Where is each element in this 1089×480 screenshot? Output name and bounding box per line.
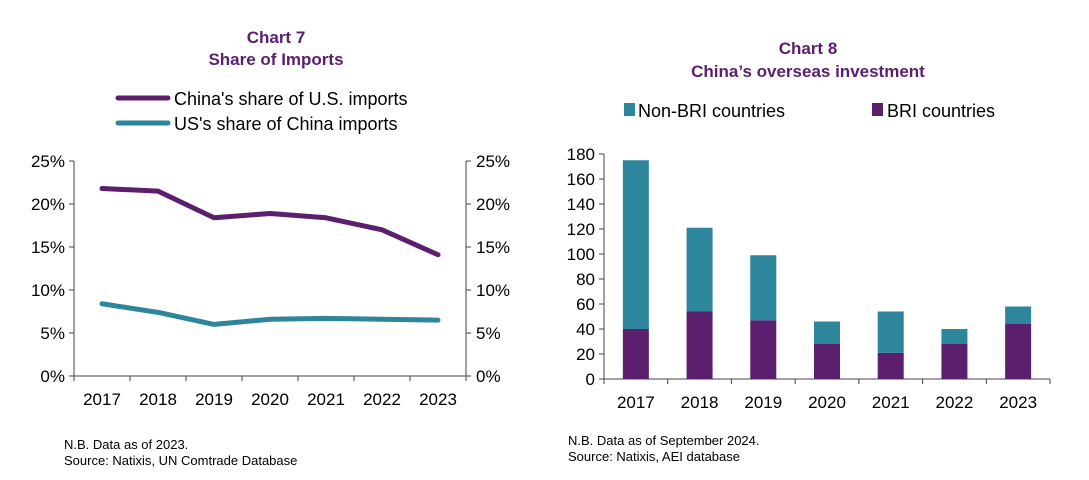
chart-7-x-tick-label: 2019: [195, 390, 233, 409]
chart-8-notes: N.B. Data as of September 2024. Source: …: [568, 433, 760, 465]
legend-swatch-non-bri: [624, 103, 635, 116]
chart-8-x-tick-label: 2018: [681, 393, 719, 412]
chart-8-y-tick-label: 100: [567, 245, 595, 264]
bar-bri-countries: [941, 344, 968, 379]
legend-swatch-bri: [872, 103, 883, 116]
chart-7-right-tick-label: 20%: [476, 195, 510, 214]
chart-8-y-tick-label: 180: [567, 145, 595, 164]
legend-label-china-share: China's share of U.S. imports: [174, 89, 408, 109]
chart-7-x-tick-label: 2018: [139, 390, 177, 409]
bar-non-bri-countries: [750, 255, 777, 321]
chart-7-x-tick-label: 2017: [83, 390, 121, 409]
chart-7-right-tick-label: 25%: [476, 152, 510, 171]
bar-bri-countries: [686, 311, 713, 379]
chart-8-y-tick-label: 40: [576, 320, 595, 339]
chart-8-x-tick-label: 2022: [936, 393, 974, 412]
chart-7-x-tick-label: 2021: [307, 390, 345, 409]
chart-7-legend: China's share of U.S. imports US's share…: [115, 89, 408, 134]
chart-8-x-tick-label: 2020: [808, 393, 846, 412]
chart-7-x-tick-label: 2023: [419, 390, 457, 409]
chart-7-left-tick-label: 0%: [40, 367, 65, 386]
chart-8-y-tick-label: 140: [567, 195, 595, 214]
chart-8-x-tick-label: 2023: [999, 393, 1037, 412]
chart-7-x-tick-label: 2020: [251, 390, 289, 409]
bar-non-bri-countries: [877, 311, 904, 353]
chart-8-y-tick-label: 20: [576, 345, 595, 364]
chart-8-ticks: 0 20 40 60 80 100 120 140 160 180 2017 2018 2019 2020…: [567, 145, 1051, 412]
bar-bri-countries: [622, 329, 649, 379]
legend-label-us-share: US's share of China imports: [174, 114, 398, 134]
chart-7-left-tick-label: 20%: [31, 195, 65, 214]
chart-8-legend: Non-BRI countries BRI countries: [624, 101, 995, 121]
chart-7-source-line: Source: Natixis, UN Comtrade Database: [64, 453, 298, 468]
chart-7-series-line-1: [99, 186, 441, 258]
chart-8-y-tick-label: 160: [567, 170, 595, 189]
chart-7-subtitle: Share of Imports: [208, 50, 343, 69]
chart-8-bars: [622, 160, 1032, 379]
chart-8-x-tick-label: 2021: [872, 393, 910, 412]
bar-bri-countries: [814, 344, 840, 379]
legend-label-bri: BRI countries: [887, 101, 995, 121]
chart-8-x-tick-label: 2017: [617, 393, 655, 412]
chart-7-left-tick-label: 25%: [31, 152, 65, 171]
bar-bri-countries: [750, 320, 777, 379]
bar-non-bri-countries: [1005, 306, 1032, 324]
chart-7-series-line-2: [99, 301, 441, 327]
chart-7-notes: N.B. Data as of 2023. Source: Natixis, U…: [64, 437, 297, 469]
bar-bri-countries: [877, 352, 904, 379]
chart-8-y-tick-label: 80: [576, 270, 595, 289]
bar-non-bri-countries: [941, 329, 968, 344]
chart-8-title: Chart 8: [779, 39, 838, 58]
bar-non-bri-countries: [622, 160, 649, 329]
chart-7-line-chart: Chart 7 Share of Imports China's share o…: [31, 28, 510, 409]
chart-8-y-tick-label: 60: [576, 295, 595, 314]
legend-label-non-bri: Non-BRI countries: [638, 101, 785, 121]
chart-8-subtitle: China’s overseas investment: [691, 62, 925, 81]
chart-7-note-line: N.B. Data as of 2023.: [64, 437, 189, 452]
chart-7-ticks: 0% 0% 5% 5% 10% 10% 15% 15% 20% 20% 25% 25% 2017 2018…: [31, 152, 510, 409]
bar-bri-countries: [1005, 324, 1032, 379]
chart-7-right-tick-label: 5%: [476, 324, 501, 343]
chart-8-y-tick-label: 120: [567, 220, 595, 239]
chart-7-title: Chart 7: [247, 28, 306, 47]
bar-non-bri-countries: [686, 227, 713, 312]
chart-7-right-tick-label: 0%: [476, 367, 501, 386]
chart-8-x-tick-label: 2019: [744, 393, 782, 412]
chart-7-left-tick-label: 5%: [40, 324, 65, 343]
chart-7-left-tick-label: 15%: [31, 238, 65, 257]
chart-8-note-line: N.B. Data as of September 2024.: [568, 433, 760, 448]
chart-7-x-tick-label: 2022: [363, 390, 401, 409]
chart-8-source-line: Source: Natixis, AEI database: [568, 449, 740, 464]
chart-7-lines: [99, 186, 441, 327]
chart-8-y-tick-label: 0: [586, 370, 595, 389]
chart-7-right-tick-label: 10%: [476, 281, 510, 300]
chart-7-left-tick-label: 10%: [31, 281, 65, 300]
chart-7-right-tick-label: 15%: [476, 238, 510, 257]
bar-non-bri-countries: [814, 321, 840, 344]
